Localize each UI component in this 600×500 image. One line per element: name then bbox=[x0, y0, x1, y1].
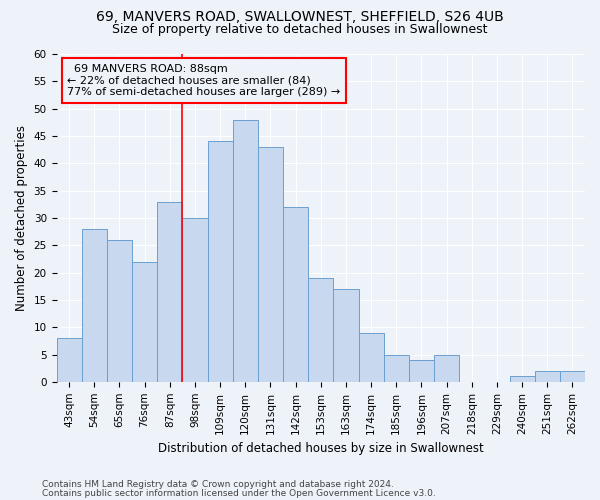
Bar bbox=[258, 147, 283, 382]
Bar bbox=[157, 202, 182, 382]
Text: Contains HM Land Registry data © Crown copyright and database right 2024.: Contains HM Land Registry data © Crown c… bbox=[42, 480, 394, 489]
Text: 69, MANVERS ROAD, SWALLOWNEST, SHEFFIELD, S26 4UB: 69, MANVERS ROAD, SWALLOWNEST, SHEFFIELD… bbox=[96, 10, 504, 24]
Text: Contains public sector information licensed under the Open Government Licence v3: Contains public sector information licen… bbox=[42, 488, 436, 498]
X-axis label: Distribution of detached houses by size in Swallownest: Distribution of detached houses by size … bbox=[158, 442, 484, 455]
Bar bbox=[535, 371, 560, 382]
Bar bbox=[283, 207, 308, 382]
Bar bbox=[208, 142, 233, 382]
Bar bbox=[56, 338, 82, 382]
Y-axis label: Number of detached properties: Number of detached properties bbox=[15, 125, 28, 311]
Text: Size of property relative to detached houses in Swallownest: Size of property relative to detached ho… bbox=[112, 22, 488, 36]
Bar bbox=[107, 240, 132, 382]
Bar bbox=[182, 218, 208, 382]
Bar bbox=[409, 360, 434, 382]
Bar bbox=[82, 229, 107, 382]
Bar bbox=[560, 371, 585, 382]
Bar bbox=[308, 278, 334, 382]
Bar bbox=[334, 289, 359, 382]
Text: 69 MANVERS ROAD: 88sqm
← 22% of detached houses are smaller (84)
77% of semi-det: 69 MANVERS ROAD: 88sqm ← 22% of detached… bbox=[67, 64, 340, 97]
Bar bbox=[359, 332, 383, 382]
Bar bbox=[233, 120, 258, 382]
Bar bbox=[132, 262, 157, 382]
Bar bbox=[509, 376, 535, 382]
Bar bbox=[383, 354, 409, 382]
Bar bbox=[434, 354, 459, 382]
